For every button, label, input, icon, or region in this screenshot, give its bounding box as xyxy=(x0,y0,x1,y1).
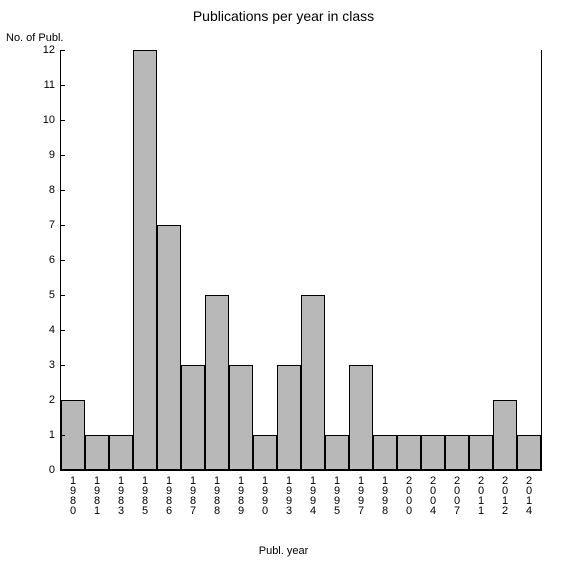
ytick-label: 3 xyxy=(49,359,55,371)
bar xyxy=(205,295,229,470)
plot-area xyxy=(60,50,542,471)
ytick-mark xyxy=(60,260,65,261)
xtick-label: 2014 xyxy=(523,475,534,515)
bar xyxy=(109,435,133,470)
xtick-label: 1983 xyxy=(115,475,126,515)
ytick-label: 8 xyxy=(49,184,55,196)
ytick-mark xyxy=(60,225,65,226)
ytick-mark xyxy=(60,435,65,436)
xtick-label: 2004 xyxy=(427,475,438,515)
ytick-label: 7 xyxy=(49,219,55,231)
xtick-label: 1985 xyxy=(139,475,150,515)
ytick-mark xyxy=(60,50,65,51)
xtick-label: 1987 xyxy=(187,475,198,515)
ytick-label: 11 xyxy=(44,79,55,91)
ytick-mark xyxy=(60,330,65,331)
x-axis-label: Publ. year xyxy=(0,545,567,557)
chart-title: Publications per year in class xyxy=(0,8,567,24)
bar xyxy=(325,435,349,470)
xtick-label: 2007 xyxy=(451,475,462,515)
xtick-label: 1993 xyxy=(283,475,294,515)
ytick-label: 6 xyxy=(49,254,55,266)
xtick-label: 1980 xyxy=(67,475,78,515)
bar xyxy=(397,435,421,470)
bar xyxy=(421,435,445,470)
bar xyxy=(85,435,109,470)
xtick-label: 1988 xyxy=(211,475,222,515)
xtick-label: 1998 xyxy=(379,475,390,515)
ytick-mark xyxy=(60,400,65,401)
ytick-mark xyxy=(60,120,65,121)
ytick-mark xyxy=(60,470,65,471)
ytick-label: 9 xyxy=(49,149,55,161)
xtick-label: 1997 xyxy=(355,475,366,515)
ytick-label: 0 xyxy=(49,464,55,476)
xtick-label: 1995 xyxy=(331,475,342,515)
bar xyxy=(445,435,469,470)
ytick-label: 5 xyxy=(49,289,55,301)
ytick-mark xyxy=(60,85,65,86)
ytick-label: 1 xyxy=(49,429,55,441)
xtick-label: 1981 xyxy=(91,475,102,515)
xtick-label: 2011 xyxy=(475,475,486,515)
bar xyxy=(277,365,301,470)
bar xyxy=(469,435,493,470)
xtick-label: 2012 xyxy=(499,475,510,515)
bar xyxy=(517,435,541,470)
bar xyxy=(229,365,253,470)
chart-container: Publications per year in class No. of Pu… xyxy=(0,0,567,567)
bar xyxy=(181,365,205,470)
y-axis-label: No. of Publ. xyxy=(6,32,63,44)
bar xyxy=(133,50,157,470)
ytick-mark xyxy=(60,155,65,156)
ytick-mark xyxy=(60,190,65,191)
bar xyxy=(493,400,517,470)
bar xyxy=(253,435,277,470)
xtick-label: 1990 xyxy=(259,475,270,515)
bar xyxy=(349,365,373,470)
xtick-label: 2000 xyxy=(403,475,414,515)
bar xyxy=(301,295,325,470)
xtick-label: 1994 xyxy=(307,475,318,515)
bar xyxy=(373,435,397,470)
ytick-mark xyxy=(60,295,65,296)
xtick-label: 1989 xyxy=(235,475,246,515)
bar xyxy=(157,225,181,470)
xtick-label: 1986 xyxy=(163,475,174,515)
ytick-label: 2 xyxy=(49,394,55,406)
ytick-label: 4 xyxy=(49,324,55,336)
ytick-mark xyxy=(60,365,65,366)
ytick-label: 12 xyxy=(43,44,55,56)
ytick-label: 10 xyxy=(43,114,55,126)
